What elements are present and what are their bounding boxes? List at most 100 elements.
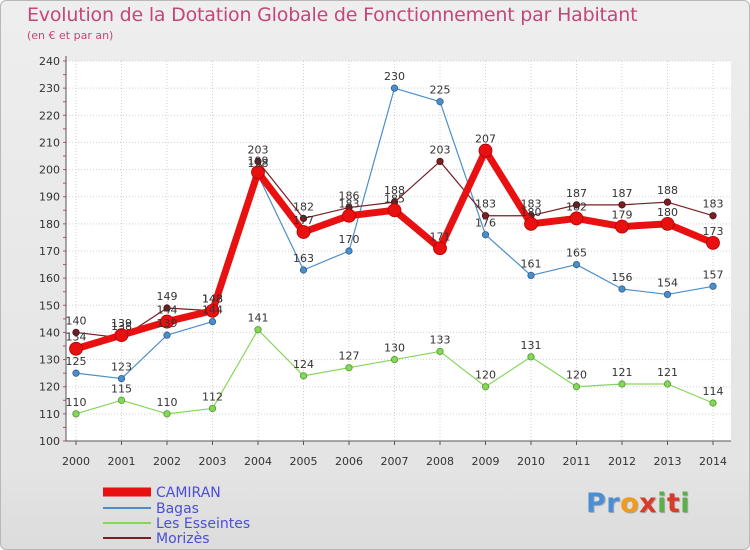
x-tick-label: 2012 <box>608 455 636 468</box>
data-label-morizes: 148 <box>202 293 223 306</box>
x-tick-label: 2011 <box>563 455 591 468</box>
data-point-camiran <box>69 341 83 356</box>
data-point-les-esseintes <box>254 326 262 334</box>
data-label-morizes: 203 <box>248 143 269 156</box>
data-label-morizes: 182 <box>293 200 314 213</box>
data-point-morizes <box>163 304 171 312</box>
data-label-bagas: 165 <box>566 247 587 260</box>
data-label-les-esseintes: 114 <box>703 385 724 398</box>
data-point-les-esseintes <box>163 410 171 418</box>
data-point-morizes <box>72 328 80 337</box>
y-tick-label: 190 <box>39 191 60 204</box>
data-point-bagas <box>709 282 717 290</box>
data-label-les-esseintes: 131 <box>521 339 542 352</box>
data-point-morizes <box>709 212 717 220</box>
data-point-bagas <box>436 98 444 106</box>
data-label-camiran: 139 <box>111 317 132 330</box>
data-label-bagas: 139 <box>157 317 178 330</box>
y-tick-label: 230 <box>39 82 60 95</box>
data-point-bagas <box>663 290 672 299</box>
data-point-bagas <box>618 285 626 293</box>
series-lines <box>69 84 720 418</box>
x-tick-label: 2002 <box>153 455 181 468</box>
data-point-morizes <box>663 198 672 206</box>
x-tick-label: 2013 <box>654 455 682 468</box>
data-label-morizes: 203 <box>430 143 451 156</box>
y-tick-label: 220 <box>39 109 60 122</box>
legend-label-les-esseintes: Les Esseintes <box>156 516 250 532</box>
data-point-les-esseintes <box>208 404 217 413</box>
data-point-morizes <box>254 157 262 166</box>
y-tick-label: 160 <box>39 272 60 285</box>
data-point-bagas <box>163 331 171 339</box>
data-label-morizes: 183 <box>521 198 542 211</box>
data-point-camiran <box>615 219 629 234</box>
data-label-morizes: 138 <box>111 320 132 333</box>
data-point-les-esseintes <box>390 355 399 364</box>
data-point-camiran <box>524 216 538 231</box>
data-label-les-esseintes: 112 <box>202 390 223 403</box>
data-point-morizes <box>618 201 626 209</box>
data-point-bagas <box>481 231 490 239</box>
y-tick-label: 110 <box>39 408 60 421</box>
data-label-les-esseintes: 141 <box>248 312 269 325</box>
data-label-morizes: 183 <box>475 198 496 211</box>
chart-subtitle: (en € et par an) <box>27 29 114 42</box>
data-label-les-esseintes: 115 <box>111 382 132 395</box>
data-point-les-esseintes <box>72 410 80 418</box>
y-tick-label: 240 <box>39 55 60 68</box>
data-point-bagas <box>208 317 217 326</box>
data-label-les-esseintes: 130 <box>384 342 405 355</box>
x-tick-label: 2010 <box>517 455 545 468</box>
legend-label-bagas: Bagas <box>156 501 199 517</box>
data-label-morizes: 140 <box>66 314 87 327</box>
data-label-les-esseintes: 127 <box>339 350 360 363</box>
data-point-camiran <box>387 203 402 218</box>
grid-lines <box>66 60 731 442</box>
data-label-les-esseintes: 121 <box>657 366 678 379</box>
data-label-camiran: 144 <box>157 304 178 317</box>
data-point-bagas <box>390 84 399 92</box>
data-label-morizes: 187 <box>612 187 633 200</box>
legend-label-camiran: CAMIRAN <box>156 485 221 501</box>
data-label-bagas: 125 <box>66 355 87 368</box>
data-label-les-esseintes: 124 <box>293 358 314 371</box>
data-point-les-esseintes <box>481 383 490 391</box>
data-label-bagas: 170 <box>339 233 360 246</box>
data-label-bagas: 230 <box>384 70 405 83</box>
x-tick-label: 2008 <box>426 455 454 468</box>
data-point-camiran <box>706 235 720 250</box>
data-label-les-esseintes: 120 <box>566 369 587 382</box>
data-label-les-esseintes: 120 <box>475 369 496 382</box>
data-point-morizes <box>436 157 444 166</box>
data-point-les-esseintes <box>436 347 444 356</box>
data-point-les-esseintes <box>299 372 308 380</box>
x-tick-label: 2007 <box>381 455 409 468</box>
y-tick-label: 180 <box>39 218 60 231</box>
data-point-camiran <box>251 165 265 180</box>
logo-letter: t <box>666 488 681 519</box>
data-point-camiran <box>205 303 220 318</box>
y-tick-label: 150 <box>39 299 60 312</box>
data-label-morizes: 183 <box>703 198 724 211</box>
x-tick-label: 2014 <box>699 455 727 468</box>
y-tick-label: 100 <box>39 435 60 448</box>
data-point-camiran <box>342 208 356 223</box>
data-label-camiran: 173 <box>703 225 724 238</box>
logo-letter: i <box>680 488 691 519</box>
y-tick-label: 130 <box>39 354 60 367</box>
data-point-les-esseintes <box>527 353 535 361</box>
data-label-les-esseintes: 110 <box>66 396 87 409</box>
data-point-les-esseintes <box>709 399 717 407</box>
y-tick-label: 170 <box>39 245 60 258</box>
x-tick-label: 2004 <box>244 455 272 468</box>
logo-letter: o <box>620 488 640 519</box>
proxiti-logo: Proxiti <box>586 488 690 519</box>
chart-title: Evolution de la Dotation Globale de Fonc… <box>27 4 638 26</box>
axes: 100 110 120 130 140 150 160 170 180 190 200 210 220 2… <box>39 55 731 468</box>
data-label-bagas: 225 <box>430 84 451 97</box>
